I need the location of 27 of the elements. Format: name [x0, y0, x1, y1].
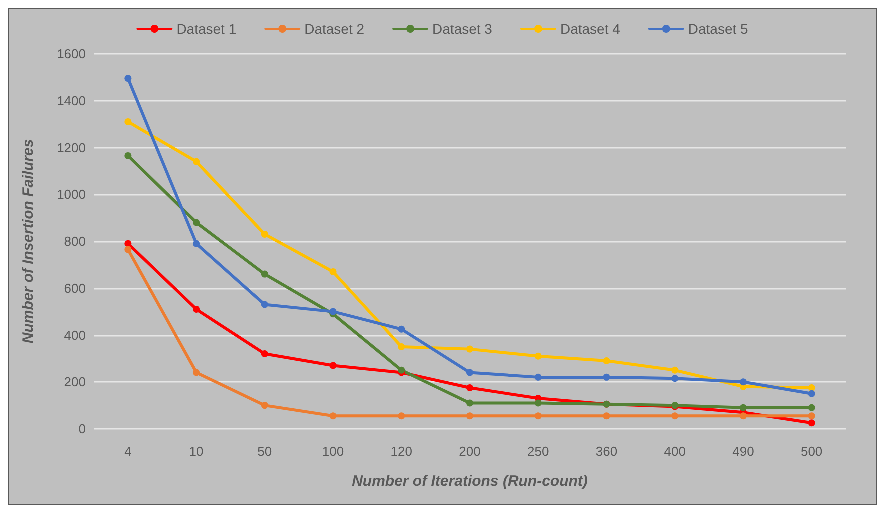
y-tick-label: 800	[64, 234, 86, 249]
y-tick-label: 1200	[57, 140, 86, 156]
y-tick-label: 1400	[57, 93, 86, 108]
legend-label: Dataset 4	[560, 21, 621, 37]
y-axis-title: Number of Insertion Failures	[20, 139, 37, 344]
y-tick-label: 1000	[57, 187, 86, 202]
legend-label: Dataset 3	[432, 21, 493, 37]
x-tick-label: 200	[459, 444, 481, 459]
x-tick-label: 10	[189, 444, 204, 459]
x-tick-label: 50	[258, 444, 272, 459]
x-tick-label: 250	[528, 444, 550, 459]
x-tick-label: 360	[596, 444, 618, 459]
x-axis-title: Number of Iterations (Run-count)	[352, 473, 588, 490]
y-tick-label: 0	[78, 422, 86, 436]
legend-label: Dataset 5	[688, 21, 749, 37]
legend-label: Dataset 1	[176, 21, 237, 37]
y-tick-label: 400	[64, 328, 86, 343]
x-tick-label: 100	[322, 444, 344, 459]
legend-label: Dataset 2	[304, 21, 365, 37]
y-tick-label: 1600	[57, 46, 86, 62]
y-tick-label: 600	[64, 280, 86, 296]
y-tick-label: 200	[64, 374, 86, 390]
x-tick-label: 120	[390, 444, 412, 459]
x-tick-label: 500	[800, 444, 823, 459]
x-tick-label: 490	[732, 444, 754, 459]
x-tick-label: 400	[664, 444, 686, 459]
x-tick-label: 4	[124, 444, 132, 459]
